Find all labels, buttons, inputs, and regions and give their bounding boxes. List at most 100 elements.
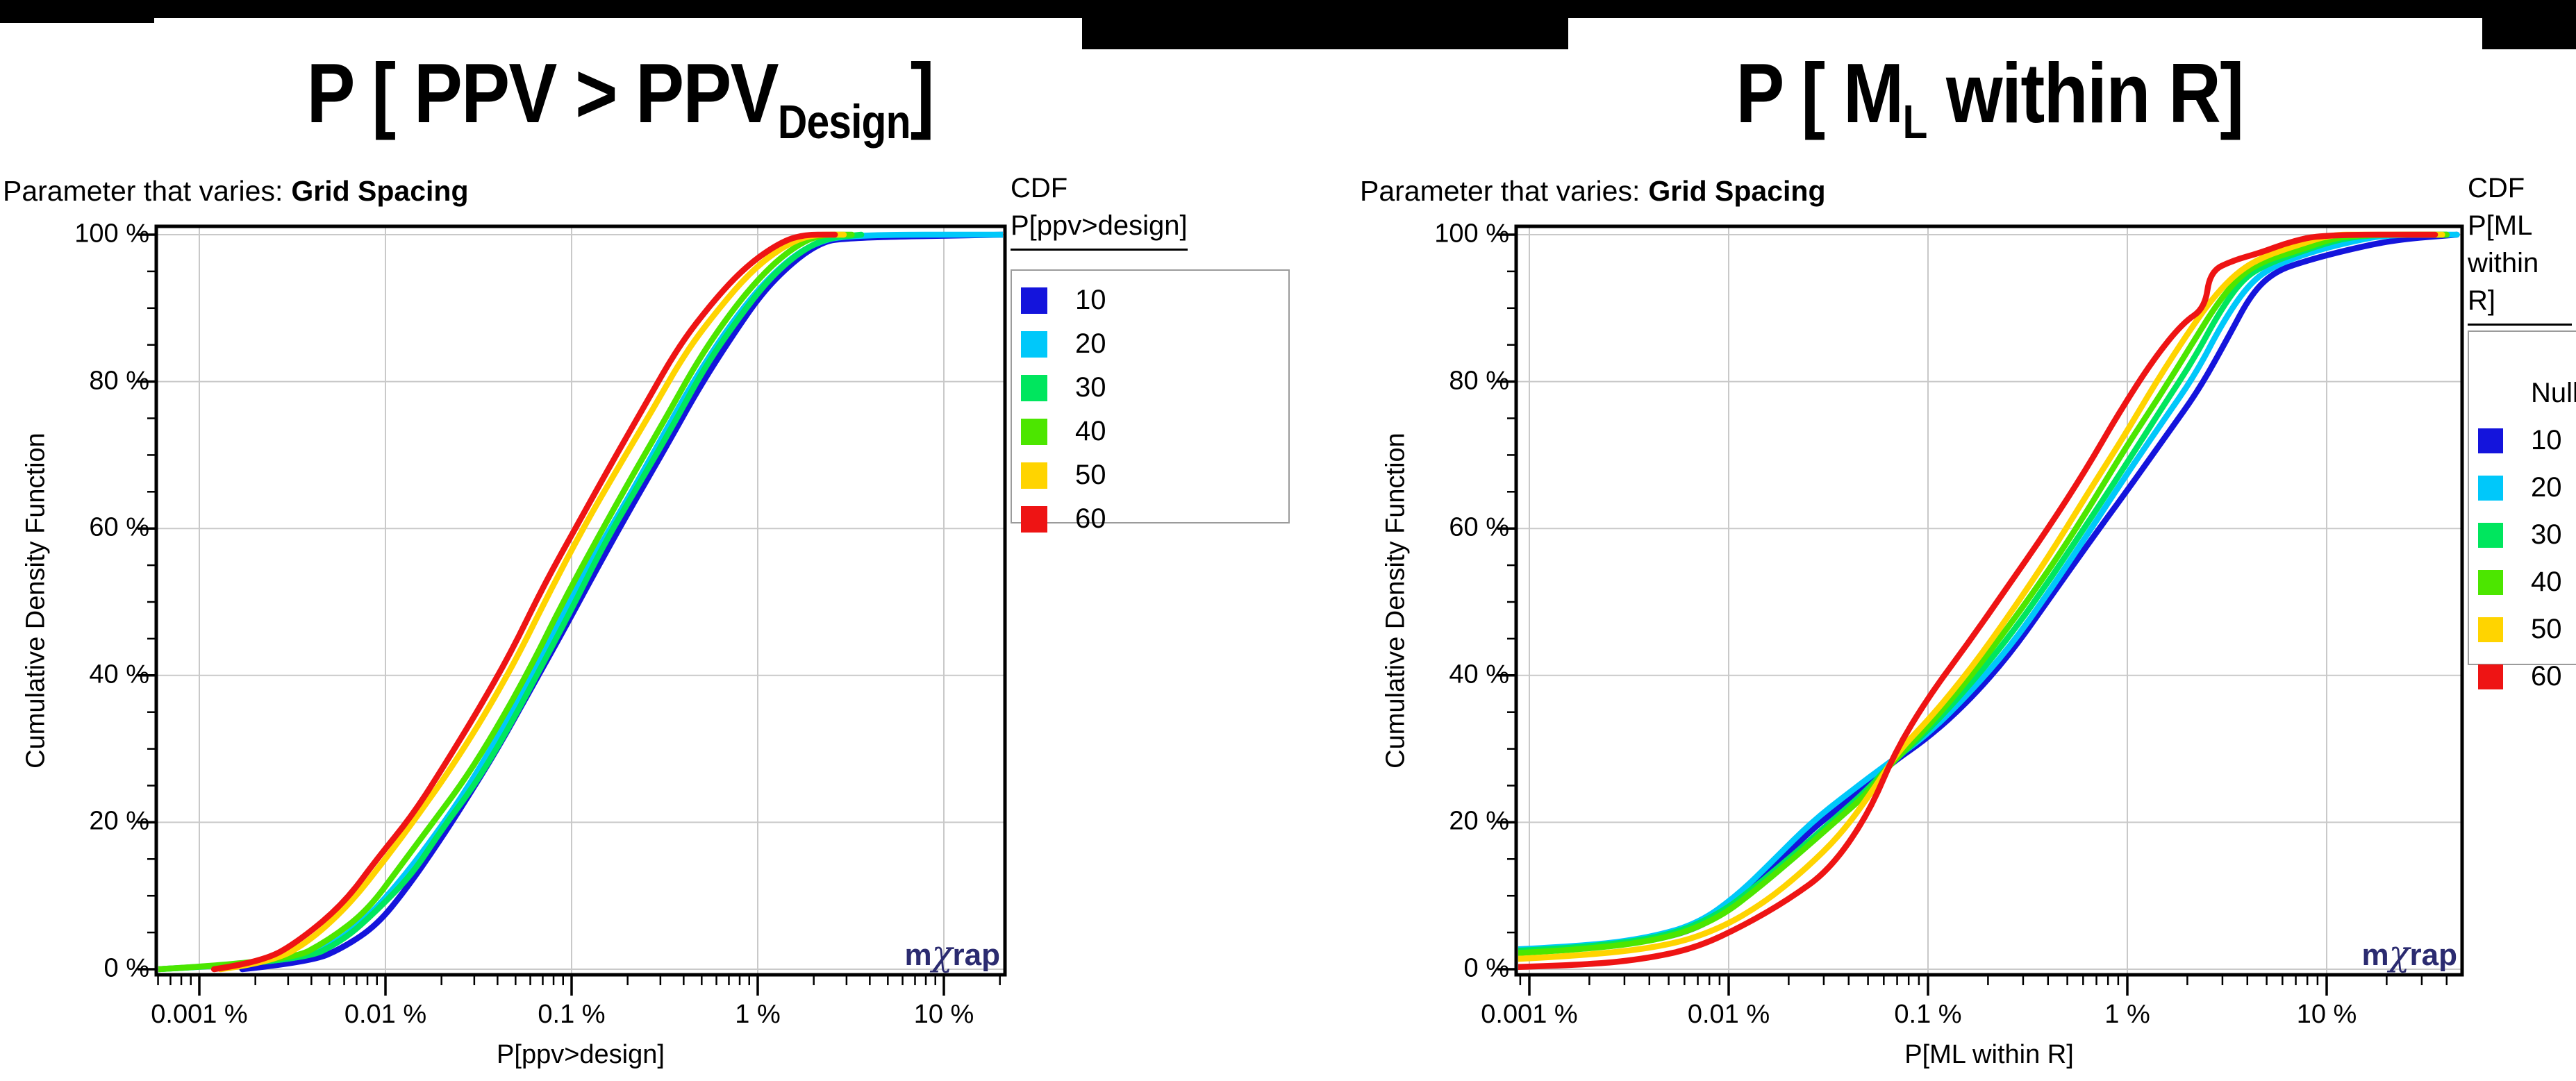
legend-box-right: Null 10 20 30 40 50 60	[2468, 330, 2576, 692]
legend-swatch-10	[1021, 287, 1047, 314]
y-tick-label: 40 %	[1449, 660, 1509, 689]
x-axis-title-left: P[ppv>design]	[497, 1040, 665, 1069]
legend-header-line: P[ppv>design]	[1011, 210, 1188, 241]
plot-border	[1514, 224, 2464, 977]
y-tick-label: 0 %	[1463, 953, 1509, 983]
legend-label: 50	[2531, 614, 2562, 644]
legend-entry-30: 30	[1012, 372, 1288, 403]
legend-entry-40: 40	[2469, 567, 2576, 598]
y-tick-label: 20 %	[89, 807, 149, 837]
legend-swatch-40	[1021, 418, 1047, 445]
legend-swatch-50	[1021, 462, 1047, 489]
x-tick-label: 1 %	[735, 1000, 781, 1029]
legend-entry-20: 20	[2469, 472, 2576, 503]
title-subscript: Design	[777, 95, 911, 149]
x-tick-label: 0.1 %	[538, 1000, 606, 1029]
y-tick-label: 40 %	[89, 660, 149, 689]
chi-glyph: χ	[2388, 933, 2410, 973]
series-60-line	[210, 231, 838, 973]
legend-label: 40	[1075, 416, 1106, 446]
legend-entry-40: 40	[1012, 416, 1288, 447]
legend-label: 30	[1075, 372, 1106, 403]
legend-swatch-20	[1021, 330, 1047, 358]
legend-header-line: P[ML	[2468, 210, 2533, 241]
legend-box-left: 10 20 30 40 50 60	[1011, 269, 1290, 534]
x-tick-label: 0.01 %	[1687, 1000, 1770, 1029]
series-40-line	[158, 231, 855, 973]
y-tick-label: 20 %	[1449, 807, 1509, 837]
legend-label: 20	[1075, 328, 1106, 359]
legend-swatch-10	[2478, 428, 2503, 453]
chart-title-text: P [ PPV > PPVDesign]	[306, 46, 934, 149]
legend-label: 50	[1075, 460, 1106, 490]
legend-entry-60: 60	[1012, 503, 1288, 535]
legend-swatch-30	[2478, 522, 2503, 548]
legend-entry-50: 50	[2469, 614, 2576, 645]
y-axis-title-right: Cumulative Density Function	[1381, 433, 1411, 769]
series-10-line	[239, 231, 1003, 973]
legend-swatch-20	[2478, 475, 2503, 501]
legend-label: 20	[2531, 472, 2562, 503]
x-tick-label: 1 %	[2104, 1000, 2150, 1029]
top-black-bar-left	[0, 0, 154, 23]
title-subscript: L	[1902, 95, 1927, 149]
legend-header-line: within	[2468, 248, 2539, 278]
param-varies-value: Grid Spacing	[291, 175, 469, 207]
y-tick-label: 80 %	[89, 366, 149, 396]
y-tick-label: 80 %	[1449, 366, 1509, 396]
y-axis-title-left: Cumulative Density Function	[21, 433, 51, 769]
chi-glyph: χ	[931, 933, 953, 973]
legend-label: 10	[1075, 285, 1106, 315]
legend-swatch-60	[1021, 505, 1047, 533]
chart-title-ppv: P [ PPV > PPVDesign]	[156, 31, 1083, 156]
legend-swatch-30	[1021, 374, 1047, 401]
x-tick-label: 10 %	[913, 1000, 974, 1029]
legend-entry-20: 20	[1012, 328, 1288, 360]
legend-label: 60	[2531, 661, 2562, 692]
top-black-bar-right	[2482, 0, 2576, 49]
series-20-line	[1518, 231, 2460, 953]
mxrap-logo: mχrap	[904, 933, 1000, 973]
series-40-line	[1518, 231, 2450, 956]
mxrap-logo: mχrap	[2361, 933, 2457, 973]
x-axis-title-right: P[ML within R]	[1904, 1040, 2074, 1069]
legend-header-line: R]	[2468, 285, 2495, 316]
legend-entry-Null: Null	[2469, 378, 2576, 409]
legend-label: 60	[1075, 503, 1106, 534]
chart-title-ml: P [ ML within R]	[1516, 31, 2462, 156]
y-tick-label: 100 %	[74, 219, 149, 249]
param-varies-line-right: Parameter that varies: Grid Spacing	[1360, 175, 1826, 208]
param-varies-label: Parameter that varies:	[1360, 175, 1640, 207]
series-10-line	[1518, 231, 2460, 955]
legend-swatch-50	[2478, 617, 2503, 642]
y-tick-label: 60 %	[1449, 512, 1509, 542]
series-30-line	[158, 231, 865, 973]
legend-entry-10: 10	[1012, 285, 1288, 316]
plot-border	[154, 224, 1007, 977]
param-varies-label: Parameter that varies:	[3, 175, 283, 207]
legend-header-line: CDF	[2468, 173, 2525, 203]
legend-label: 40	[2531, 567, 2562, 597]
x-tick-label: 10 %	[2296, 1000, 2357, 1029]
legend-entry-60: 60	[2469, 661, 2576, 692]
param-varies-line-left: Parameter that varies: Grid Spacing	[3, 175, 469, 208]
legend-entry-30: 30	[2469, 519, 2576, 551]
legend-header-left: CDF P[ppv>design]	[1011, 169, 1188, 251]
legend-label: Null	[2531, 378, 2576, 408]
chart-title-text: P [ ML within R]	[1735, 46, 2244, 149]
y-tick-label: 100 %	[1434, 219, 1509, 249]
series-50-line	[1518, 231, 2445, 962]
x-tick-label: 0.1 %	[1894, 1000, 1962, 1029]
legend-swatch-40	[2478, 569, 2503, 595]
y-tick-label: 0 %	[103, 953, 149, 983]
x-tick-label: 0.001 %	[151, 1000, 248, 1029]
legend-header-line: CDF	[1011, 173, 1068, 203]
legend-entry-50: 50	[1012, 460, 1288, 491]
legend-swatch-60	[2478, 664, 2503, 689]
x-tick-label: 0.001 %	[1481, 1000, 1578, 1029]
legend-header-right: CDF P[ML within R]	[2468, 169, 2572, 326]
legend-label: 30	[2531, 519, 2562, 550]
legend-label: 10	[2531, 425, 2562, 455]
